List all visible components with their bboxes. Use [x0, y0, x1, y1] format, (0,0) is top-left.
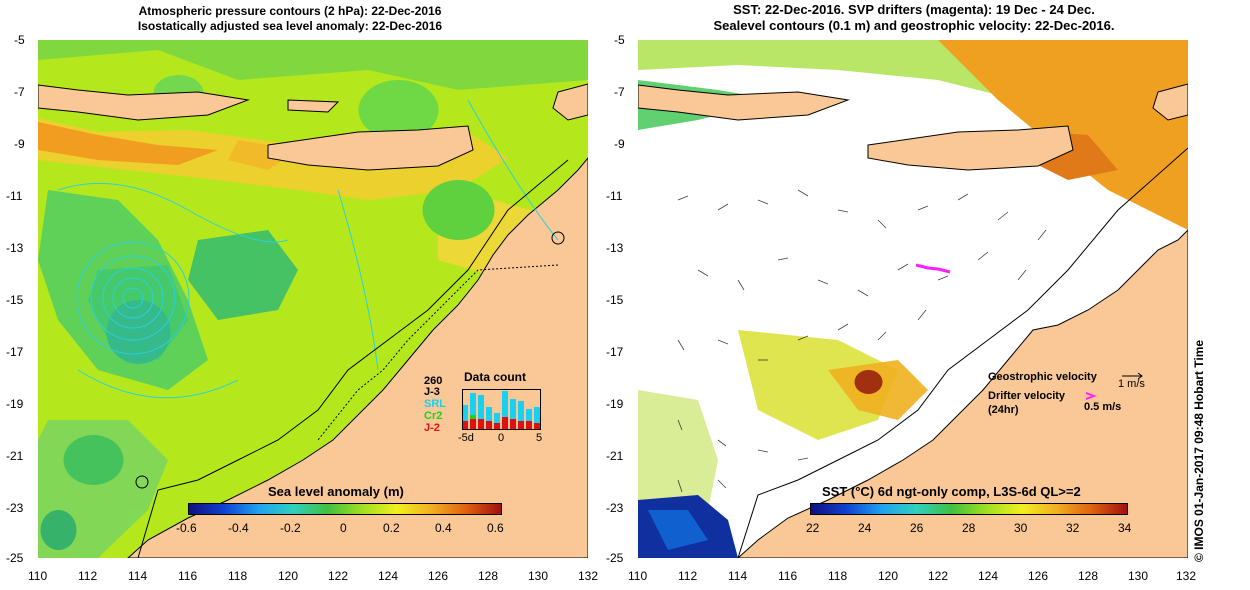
sla-colorbar-label: Sea level anomaly (m)	[268, 484, 404, 499]
sst-map: Geostrophic velocity 1 m/s Drifter veloc…	[638, 40, 1188, 558]
sst-cb-tick-24: 24	[858, 521, 872, 535]
sla-cb-tick-02: 0.2	[383, 521, 400, 535]
drifter-velocity-label: Drifter velocity	[988, 390, 1066, 402]
right-x-tick: 116	[778, 569, 798, 583]
series-label-j2: J-2	[424, 422, 440, 434]
sla-cb-tick-0: 0	[340, 521, 347, 535]
right-y-tick: -11	[606, 189, 623, 203]
left-x-tick: 128	[478, 569, 499, 583]
left-x-tick: 116	[178, 569, 198, 583]
series-label-srl: SRL	[424, 398, 446, 410]
right-y-tick: -21	[606, 449, 624, 463]
right-x-tick: 114	[728, 569, 748, 583]
geostrophic-velocity-label: Geostrophic velocity	[988, 371, 1097, 383]
left-y-tick: -5	[14, 33, 25, 47]
left-y-tick: -15	[6, 293, 24, 307]
left-y-tick: -23	[6, 501, 24, 515]
sst-cb-tick-32: 32	[1066, 521, 1080, 535]
data-count-x-tick-5: 5	[536, 432, 543, 444]
right-title-line2: Sealevel contours (0.1 m) and geostrophi…	[713, 18, 1115, 33]
right-y-tick: -9	[614, 137, 625, 151]
sla-cb-tick-neg02: -0.2	[280, 521, 301, 535]
right-x-tick: 122	[928, 569, 949, 583]
sla-colorbar	[188, 503, 502, 515]
sst-cb-tick-22: 22	[806, 521, 820, 535]
left-x-tick: 118	[228, 569, 248, 583]
left-x-tick: 126	[428, 569, 449, 583]
sst-cb-tick-30: 30	[1014, 521, 1028, 535]
right-y-tick: -19	[606, 397, 624, 411]
right-y-tick: -5	[614, 33, 625, 47]
left-y-tick: -21	[6, 449, 24, 463]
right-x-tick: 112	[678, 569, 698, 583]
right-x-tick: 118	[828, 569, 848, 583]
sst-cb-tick-26: 26	[910, 521, 924, 535]
right-x-tick: 124	[978, 569, 999, 583]
sla-cb-tick-04: 0.4	[435, 521, 452, 535]
geostrophic-scale-arrow	[1122, 372, 1143, 380]
left-y-tick: -11	[6, 189, 23, 203]
left-title-line2: Isostatically adjusted sea level anomaly…	[137, 19, 443, 33]
series-label-cr2: Cr2	[424, 410, 443, 422]
left-y-tick: -19	[6, 397, 24, 411]
right-y-tick: -7	[614, 85, 625, 99]
sla-map-graphic	[38, 40, 588, 558]
data-count-x-tick-0: 0	[498, 432, 505, 444]
left-y-tick: -25	[6, 551, 24, 565]
right-x-tick: 110	[628, 569, 648, 583]
right-title-line1: SST: 22-Dec-2016. SVP drifters (magenta)…	[733, 2, 1095, 17]
sst-cb-tick-28: 28	[962, 521, 976, 535]
left-x-tick: 130	[528, 569, 549, 583]
left-y-tick: -9	[14, 137, 25, 151]
right-y-tick: -17	[606, 345, 624, 359]
data-count-x-tick-neg5: -5d	[458, 432, 474, 444]
left-x-tick: 110	[28, 569, 48, 583]
data-count-max: 260	[424, 375, 443, 387]
left-y-tick: -7	[14, 85, 25, 99]
series-label-j3: J-3	[424, 386, 440, 398]
geostrophic-velocity-scale: 1 m/s	[1118, 378, 1145, 390]
left-x-tick: 112	[78, 569, 98, 583]
sla-cb-tick-neg06: -0.6	[176, 521, 197, 535]
drifter-velocity-label-24hr: (24hr)	[988, 404, 1019, 416]
right-x-tick: 128	[1078, 569, 1099, 583]
left-title-line1: Atmospheric pressure contours (2 hPa): 2…	[138, 4, 442, 18]
left-x-tick: 132	[578, 569, 599, 583]
sst-colorbar-label: SST (°C) 6d ngt-only comp, L3S-6d QL>=2	[822, 484, 1081, 499]
right-x-tick: 120	[878, 569, 899, 583]
right-y-tick: -13	[606, 241, 624, 255]
sla-cb-tick-06: 0.6	[487, 521, 504, 535]
data-count-title: Data count	[464, 370, 527, 384]
sst-cb-tick-34: 34	[1118, 521, 1132, 535]
data-count-bars	[462, 389, 541, 430]
left-y-tick: -13	[6, 241, 24, 255]
sla-map: 260 Data count J-3 SRL Cr2 J-2 -5d 0 5 S…	[38, 40, 588, 558]
right-y-tick: -25	[606, 551, 624, 565]
right-x-tick: 132	[1176, 569, 1197, 583]
right-y-tick: -15	[606, 293, 624, 307]
left-x-tick: 114	[128, 569, 148, 583]
sst-map-graphic	[638, 40, 1188, 558]
right-x-tick: 130	[1128, 569, 1149, 583]
sst-colorbar	[810, 503, 1128, 515]
left-x-tick: 124	[378, 569, 399, 583]
right-y-tick: -23	[606, 501, 624, 515]
drifter-scale-arrow	[1085, 392, 1097, 400]
left-y-tick: -17	[6, 345, 24, 359]
drifter-velocity-scale: 0.5 m/s	[1084, 401, 1122, 413]
right-x-tick: 126	[1028, 569, 1049, 583]
imos-credit: © IMOS 01-Jan-2017 09:48 Hobart Time	[1192, 339, 1206, 562]
sla-cb-tick-neg04: -0.4	[228, 521, 249, 535]
left-x-tick: 120	[278, 569, 299, 583]
left-x-tick: 122	[328, 569, 349, 583]
